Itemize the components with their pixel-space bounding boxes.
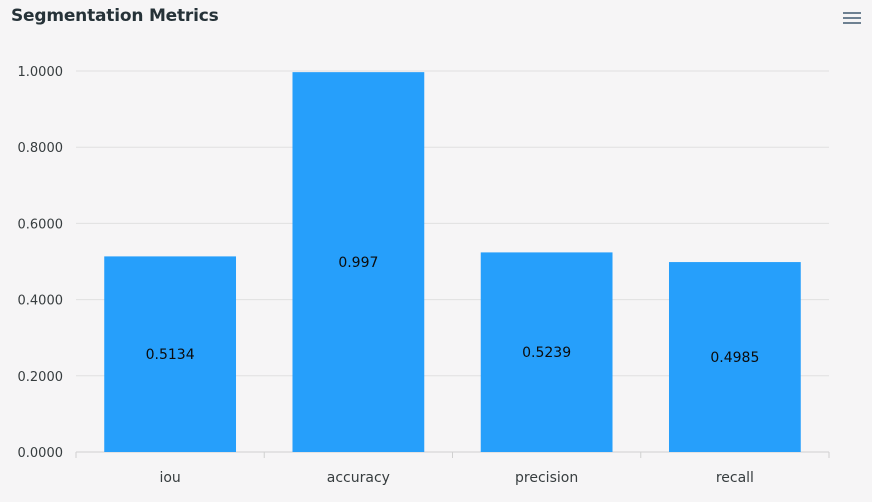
menu-icon-line: [843, 12, 861, 14]
x-tick-label: iou: [159, 470, 180, 486]
y-tick-label: 0.8000: [18, 141, 64, 156]
y-tick-label: 0.6000: [18, 217, 64, 232]
data-label: 0.5239: [522, 345, 571, 361]
y-tick-label: 0.4000: [18, 294, 64, 309]
data-label: 0.4985: [710, 350, 759, 366]
data-label: 0.5134: [146, 347, 195, 363]
chart-title: Segmentation Metrics: [11, 6, 219, 26]
bar-accuracy[interactable]: [292, 72, 425, 452]
y-tick-label: 0.2000: [18, 370, 64, 385]
y-tick-label: 0.0000: [18, 446, 64, 461]
menu-icon-line: [843, 22, 861, 24]
hamburger-menu-icon[interactable]: [840, 8, 864, 28]
x-tick-label: recall: [716, 470, 754, 486]
bar-iou[interactable]: [104, 256, 237, 452]
x-tick-label: accuracy: [327, 470, 390, 486]
x-tick-label: precision: [515, 470, 578, 486]
y-tick-label: 1.0000: [18, 65, 64, 80]
data-label: 0.997: [338, 255, 378, 271]
menu-icon-line: [843, 17, 861, 19]
bar-recall[interactable]: [668, 262, 801, 452]
bar-precision[interactable]: [480, 252, 613, 452]
